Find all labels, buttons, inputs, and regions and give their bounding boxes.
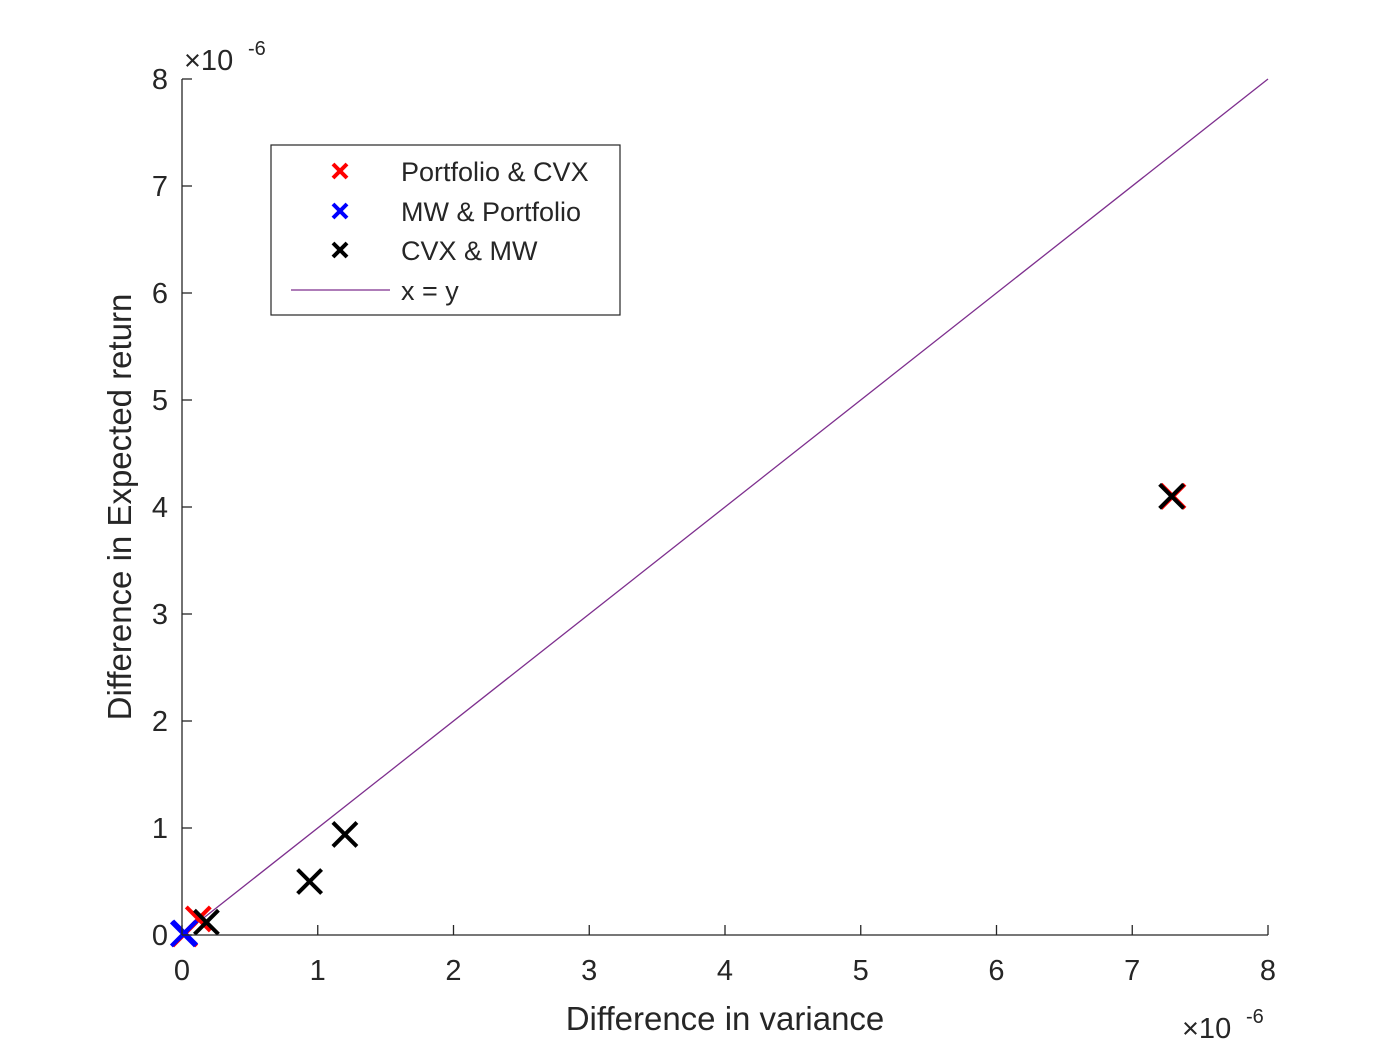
x-tick-label: 0	[174, 955, 190, 987]
legend-label: Portfolio & CVX	[401, 157, 589, 187]
legend: Portfolio & CVX MW & Portfolio CVX & MW x =…	[270, 144, 621, 316]
y-exponent-power: -6	[248, 38, 266, 60]
data-point	[1158, 482, 1186, 510]
y-tick-label: 7	[152, 171, 168, 203]
legend-box	[270, 144, 621, 316]
plot-area	[169, 78, 1269, 948]
marker-stroke	[296, 868, 324, 895]
data-point	[296, 868, 324, 895]
series-line-x-equals-y	[181, 78, 1269, 936]
y-tick-label: 4	[152, 492, 168, 524]
legend-label: MW & Portfolio	[401, 197, 581, 227]
y-axis-label: Difference in Expected return	[101, 294, 138, 721]
data-point	[171, 919, 199, 947]
x-axis-exponent: ×10 -6	[1182, 1006, 1264, 1045]
y-axis-exponent: ×10 -6	[184, 38, 266, 77]
x-tick-label: 1	[310, 955, 326, 987]
y-tick-label: 1	[152, 813, 168, 845]
marker-stroke	[1158, 482, 1186, 510]
y-tick-label: 8	[152, 64, 168, 96]
legend-marker-swatch	[331, 162, 349, 180]
x-tick-label: 6	[988, 955, 1004, 987]
legend-marker-swatch	[331, 241, 349, 259]
series-layer	[169, 78, 1269, 948]
y-tick-label: 6	[152, 278, 168, 310]
legend-label: x = y	[401, 276, 459, 306]
marker-stroke	[331, 241, 349, 259]
y-ticks: 0 1 2 3 4 5 6 7 8	[152, 64, 192, 952]
y-tick-label: 2	[152, 706, 168, 738]
x-ticks: 0 1 2 3 4 5 6 7 8	[174, 925, 1276, 987]
x-exponent-base: ×10	[1182, 1013, 1231, 1045]
marker-stroke	[331, 162, 349, 180]
x-axis-label: Difference in variance	[566, 1000, 885, 1037]
data-point	[193, 908, 220, 936]
y-exponent-base: ×10	[184, 45, 233, 77]
marker-stroke	[171, 919, 199, 947]
legend-entries: Portfolio & CVX MW & Portfolio CVX & MW x =…	[291, 157, 589, 306]
marker-stroke	[331, 202, 349, 220]
x-tick-label: 5	[853, 955, 869, 987]
x-tick-label: 8	[1260, 955, 1276, 987]
y-tick-label: 0	[152, 920, 168, 952]
data-point	[331, 821, 359, 848]
legend-marker-swatch	[331, 202, 349, 220]
y-tick-label: 5	[152, 385, 168, 417]
x-tick-label: 3	[581, 955, 597, 987]
legend-label: CVX & MW	[401, 236, 538, 266]
axes: 0 1 2 3 4 5 6 7 8 0 1 2 3 4 5 6 7 8	[152, 64, 1276, 987]
x-tick-label: 2	[445, 955, 461, 987]
marker-stroke	[193, 908, 220, 936]
x-tick-label: 4	[717, 955, 733, 987]
marker-stroke	[331, 821, 359, 848]
y-tick-label: 3	[152, 599, 168, 631]
x-tick-label: 7	[1124, 955, 1140, 987]
x-exponent-power: -6	[1246, 1006, 1264, 1028]
